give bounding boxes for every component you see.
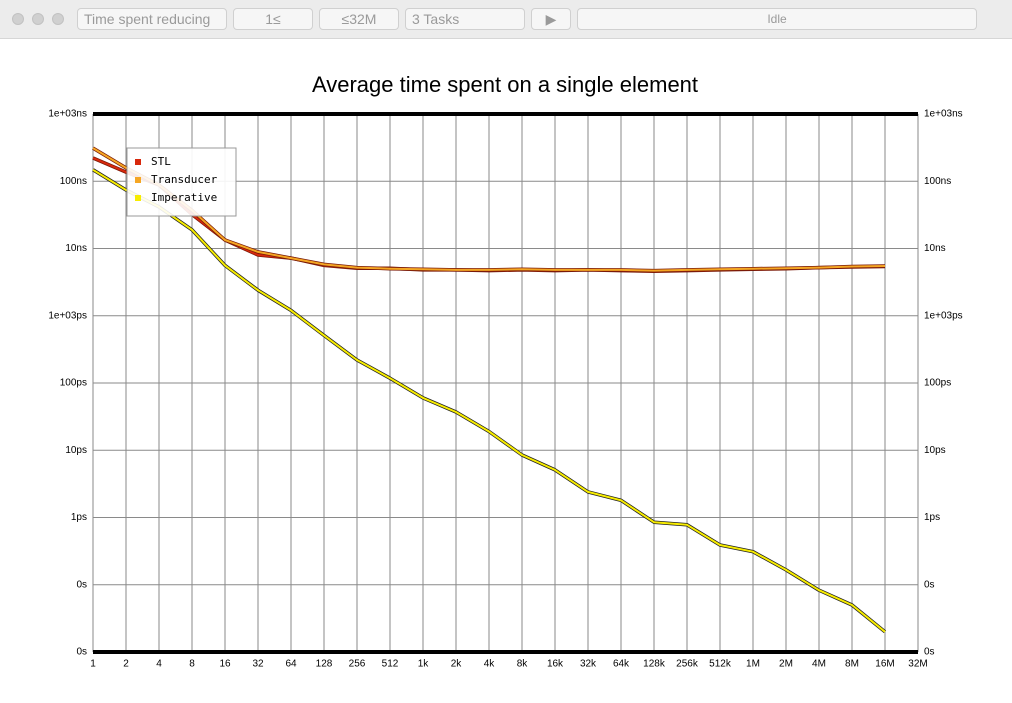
legend-swatch bbox=[135, 159, 141, 165]
series-line bbox=[92, 147, 886, 272]
x-tick-label: 1k bbox=[418, 659, 430, 670]
y-tick-label-right: 0s bbox=[924, 579, 935, 590]
x-tick-label: 8M bbox=[845, 659, 859, 670]
y-tick-label-right: 1ps bbox=[924, 512, 940, 523]
x-tick-label: 8 bbox=[189, 659, 195, 670]
x-tick-label: 32 bbox=[252, 659, 264, 670]
y-tick-label-right: 100ps bbox=[924, 378, 951, 389]
x-tick-label: 16M bbox=[875, 659, 894, 670]
y-tick-label-right: 10ps bbox=[924, 445, 946, 456]
x-tick-label: 2 bbox=[123, 659, 129, 670]
x-tick-label: 512 bbox=[382, 659, 399, 670]
y-tick-label: 1e+03ns bbox=[48, 109, 87, 120]
y-tick-label: 1e+03ps bbox=[48, 310, 87, 321]
y-tick-label-right: 10ns bbox=[924, 243, 946, 254]
x-tick-label: 256 bbox=[349, 659, 366, 670]
tasks-popup[interactable]: 3 Tasks bbox=[405, 8, 525, 30]
y-tick-label: 10ns bbox=[65, 243, 87, 254]
x-tick-label: 256k bbox=[676, 659, 699, 670]
x-tick-label: 128 bbox=[316, 659, 333, 670]
x-tick-label: 512k bbox=[709, 659, 732, 670]
x-tick-label: 2k bbox=[451, 659, 463, 670]
y-tick-label: 100ps bbox=[60, 378, 87, 389]
x-tick-label: 16 bbox=[219, 659, 231, 670]
x-tick-label: 64 bbox=[285, 659, 297, 670]
x-tick-label: 64k bbox=[613, 659, 630, 670]
legend-label: STL bbox=[151, 155, 171, 168]
chart-title: Average time spent on a single element bbox=[312, 72, 698, 97]
y-tick-label-right: 0s bbox=[924, 647, 935, 658]
close-button[interactable] bbox=[12, 13, 24, 25]
y-tick-label-right: 1e+03ns bbox=[924, 109, 963, 120]
legend-box bbox=[126, 147, 237, 217]
toolbar: Time spent reducing 1≤ ≤32M 3 Tasks ▶ Id… bbox=[0, 0, 1012, 39]
x-tick-label: 4k bbox=[484, 659, 496, 670]
x-tick-label: 8k bbox=[517, 659, 529, 670]
chart: Average time spent on a single element 1… bbox=[48, 72, 963, 670]
x-tick-label: 1 bbox=[90, 659, 96, 670]
y-tick-label: 100ns bbox=[60, 176, 87, 187]
legend-swatch bbox=[135, 195, 141, 201]
y-tick-label: 10ps bbox=[65, 445, 87, 456]
y-tick-label: 0s bbox=[76, 647, 87, 658]
x-tick-label: 128k bbox=[643, 659, 666, 670]
series-line bbox=[92, 168, 886, 633]
minimize-button[interactable] bbox=[32, 13, 44, 25]
x-tick-label: 32k bbox=[580, 659, 597, 670]
x-tick-label: 32M bbox=[908, 659, 927, 670]
legend: STL Transducer Imperative bbox=[126, 147, 237, 217]
x-tick-label: 2M bbox=[779, 659, 793, 670]
legend-label: Imperative bbox=[151, 191, 217, 204]
legend-swatch bbox=[135, 177, 141, 183]
y-tick-label-right: 1e+03ps bbox=[924, 310, 963, 321]
max-size-popup[interactable]: ≤32M bbox=[319, 8, 399, 30]
zoom-button[interactable] bbox=[52, 13, 64, 25]
x-tick-label: 4 bbox=[156, 659, 162, 670]
x-tick-label: 1M bbox=[746, 659, 760, 670]
min-size-popup[interactable]: 1≤ bbox=[233, 8, 313, 30]
y-tick-label: 1ps bbox=[71, 512, 87, 523]
y-tick-label: 0s bbox=[76, 579, 87, 590]
y-tick-label-right: 100ns bbox=[924, 176, 951, 187]
x-tick-label: 16k bbox=[547, 659, 564, 670]
metric-popup[interactable]: Time spent reducing bbox=[77, 8, 227, 30]
status-field: Idle bbox=[577, 8, 977, 30]
run-button[interactable]: ▶ bbox=[531, 8, 571, 30]
legend-label: Transducer bbox=[151, 173, 218, 186]
x-tick-label: 4M bbox=[812, 659, 826, 670]
